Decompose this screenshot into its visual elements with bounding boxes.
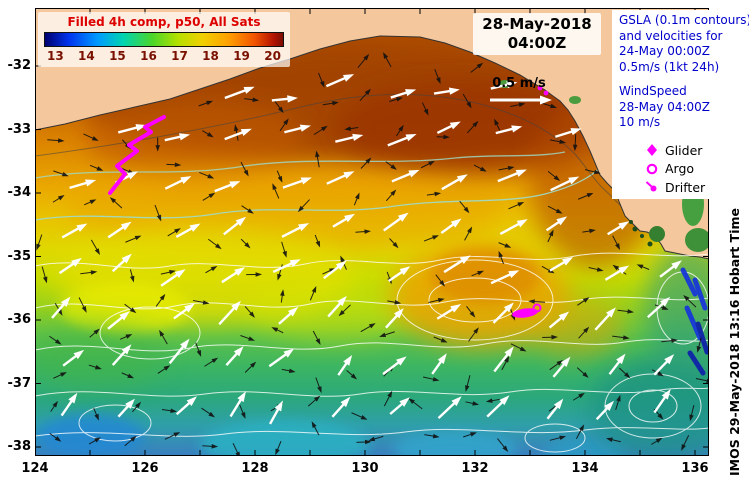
velocity-scale-label: 0.5 m/s bbox=[492, 76, 546, 91]
y-tick-label: -34 bbox=[7, 185, 32, 200]
velocity-scale-arrow bbox=[490, 95, 552, 105]
drifter-cluster bbox=[512, 308, 538, 318]
colorbar-tick: 13 bbox=[47, 49, 64, 63]
colorbar-tick: 15 bbox=[109, 49, 126, 63]
valid-date: 28-May-2018 bbox=[482, 15, 592, 33]
wind-vectors-layer bbox=[51, 74, 682, 425]
x-tick-label: 132 bbox=[461, 461, 489, 476]
map-canvas[interactable] bbox=[35, 8, 709, 456]
colorbar-tick: 14 bbox=[78, 49, 95, 63]
info-panel: GSLA (0.1m contours) and velocities for … bbox=[612, 10, 749, 199]
colorbar-title: Filled 4h comp, p50, All Sats bbox=[67, 15, 261, 29]
colorbar-tick: 18 bbox=[202, 49, 219, 63]
colorbar-legend: Filled 4h comp, p50, All Sats 13 14 15 1… bbox=[38, 12, 290, 67]
legend-item-glider: Glider bbox=[645, 143, 749, 159]
valid-hour: 04:00Z bbox=[507, 34, 567, 52]
gsla-contours bbox=[35, 252, 709, 453]
wind-info-line: 10 m/s bbox=[619, 115, 661, 129]
x-tick-label: 126 bbox=[131, 461, 159, 476]
colorbar-tick: 16 bbox=[140, 49, 157, 63]
x-tick-label: 136 bbox=[681, 461, 709, 476]
wind-info-line: 28-May 04:00Z bbox=[619, 99, 711, 114]
x-tick-label: 134 bbox=[571, 461, 599, 476]
y-tick-label: -36 bbox=[7, 312, 32, 327]
gsla-info-line: 0.5m/s (1kt 24h) bbox=[619, 59, 720, 74]
y-tick-label: -37 bbox=[7, 376, 32, 391]
y-tick-label: -33 bbox=[7, 122, 32, 137]
legend-item-drifter: Drifter bbox=[645, 180, 749, 196]
legend-label: Argo bbox=[665, 161, 695, 176]
colorbar-tick: 19 bbox=[233, 49, 250, 63]
gsla-info-line: and velocities for bbox=[619, 28, 723, 43]
map-frame bbox=[35, 8, 709, 456]
colorbar-gradient bbox=[44, 32, 284, 47]
x-tick-label: 128 bbox=[241, 461, 269, 476]
imos-timestamp-caption: IMOS 29-May-2018 13:16 Hobart Time bbox=[727, 208, 742, 476]
coastal-islands bbox=[629, 220, 653, 247]
y-tick-label: -35 bbox=[7, 249, 32, 264]
platform-markers bbox=[108, 85, 549, 318]
y-tick-label: -38 bbox=[7, 439, 32, 454]
y-tick-label: -32 bbox=[7, 58, 32, 73]
legend-label: Glider bbox=[665, 142, 703, 158]
sst-feature-blobs bbox=[35, 43, 709, 456]
wind-info-line: WindSpeed bbox=[619, 84, 687, 98]
x-tick-label: 124 bbox=[21, 461, 49, 476]
drifter-icon bbox=[645, 181, 657, 192]
argo-circle-icon bbox=[646, 163, 658, 175]
colorbar-tick-labels: 13 14 15 16 17 18 19 20 bbox=[44, 47, 284, 63]
colorbar-tick: 20 bbox=[264, 49, 281, 63]
legend-label: Drifter bbox=[665, 179, 706, 195]
coastal-cold-streaks bbox=[680, 267, 709, 376]
glider-diamond-icon bbox=[647, 144, 657, 157]
gsla-info-line: GSLA (0.1m contours) bbox=[619, 13, 749, 27]
x-tick-label: 130 bbox=[351, 461, 379, 476]
current-vectors-layer bbox=[36, 52, 709, 456]
gsla-info-line: 24-May 00:00Z bbox=[619, 44, 711, 58]
argo-float-marker bbox=[532, 303, 542, 313]
colorbar-tick: 17 bbox=[171, 49, 188, 63]
valid-time-label: 28-May-2018 04:00Z bbox=[473, 13, 601, 55]
legend-item-argo: Argo bbox=[645, 161, 749, 177]
glider-track bbox=[108, 115, 166, 195]
